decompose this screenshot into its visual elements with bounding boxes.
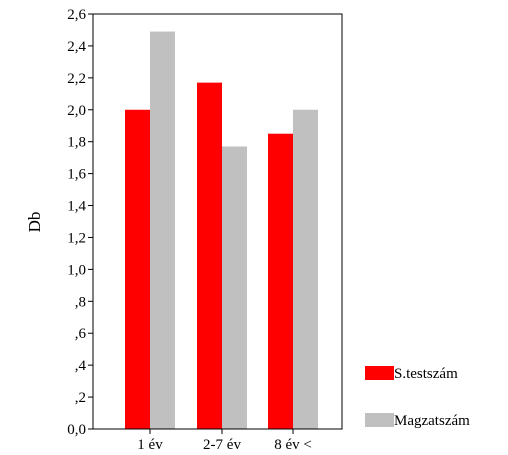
- legend-swatch: [365, 366, 394, 380]
- bar-magzatszam-3: [293, 109, 318, 430]
- y-tick-label: 2,6: [67, 7, 86, 23]
- x-tick-label: 8 év <: [274, 437, 312, 453]
- plot-frame: [92, 13, 343, 430]
- y-tick-label: 1,6: [67, 167, 86, 183]
- bar-stestszam-3: [268, 133, 293, 429]
- x-tick-label: 2-7 év: [203, 437, 241, 453]
- bar-magzatszam-2: [222, 146, 247, 429]
- legend: S.testszám Magzatszám: [365, 366, 470, 429]
- y-tick-label: ,2: [75, 390, 86, 406]
- y-tick-label: 2,4: [67, 39, 86, 55]
- y-tick-label: 1,2: [67, 230, 86, 246]
- bar-magzatszam-1: [150, 31, 175, 430]
- y-tick-label: ,6: [75, 326, 87, 342]
- bar-stestszam-1: [125, 109, 150, 430]
- y-tick-label: ,4: [75, 358, 87, 374]
- y-tick-label: 1,4: [67, 199, 86, 215]
- y-tick-label: 2,0: [67, 103, 86, 119]
- y-axis-label: Db: [25, 212, 44, 233]
- axes-group: 0,0 ,2 ,4 ,6 ,8 1,0 1,2 1,4 1,6 1,8 2,0 2,2 2,4 2,6 1 …: [67, 7, 343, 453]
- x-tick-label: 1 év: [137, 437, 163, 453]
- legend-swatch: [365, 413, 394, 427]
- y-tick-label: 1,0: [67, 262, 86, 278]
- bar-stestszam-2: [197, 82, 222, 429]
- y-tick-label: ,8: [75, 294, 86, 310]
- y-tick-label: 1,8: [67, 135, 86, 151]
- legend-label: Magzatszám: [394, 413, 470, 429]
- legend-label: S.testszám: [394, 366, 458, 382]
- y-tick-label: 0,0: [67, 422, 86, 438]
- bars-group: [125, 31, 318, 430]
- y-tick-label: 2,2: [67, 71, 86, 87]
